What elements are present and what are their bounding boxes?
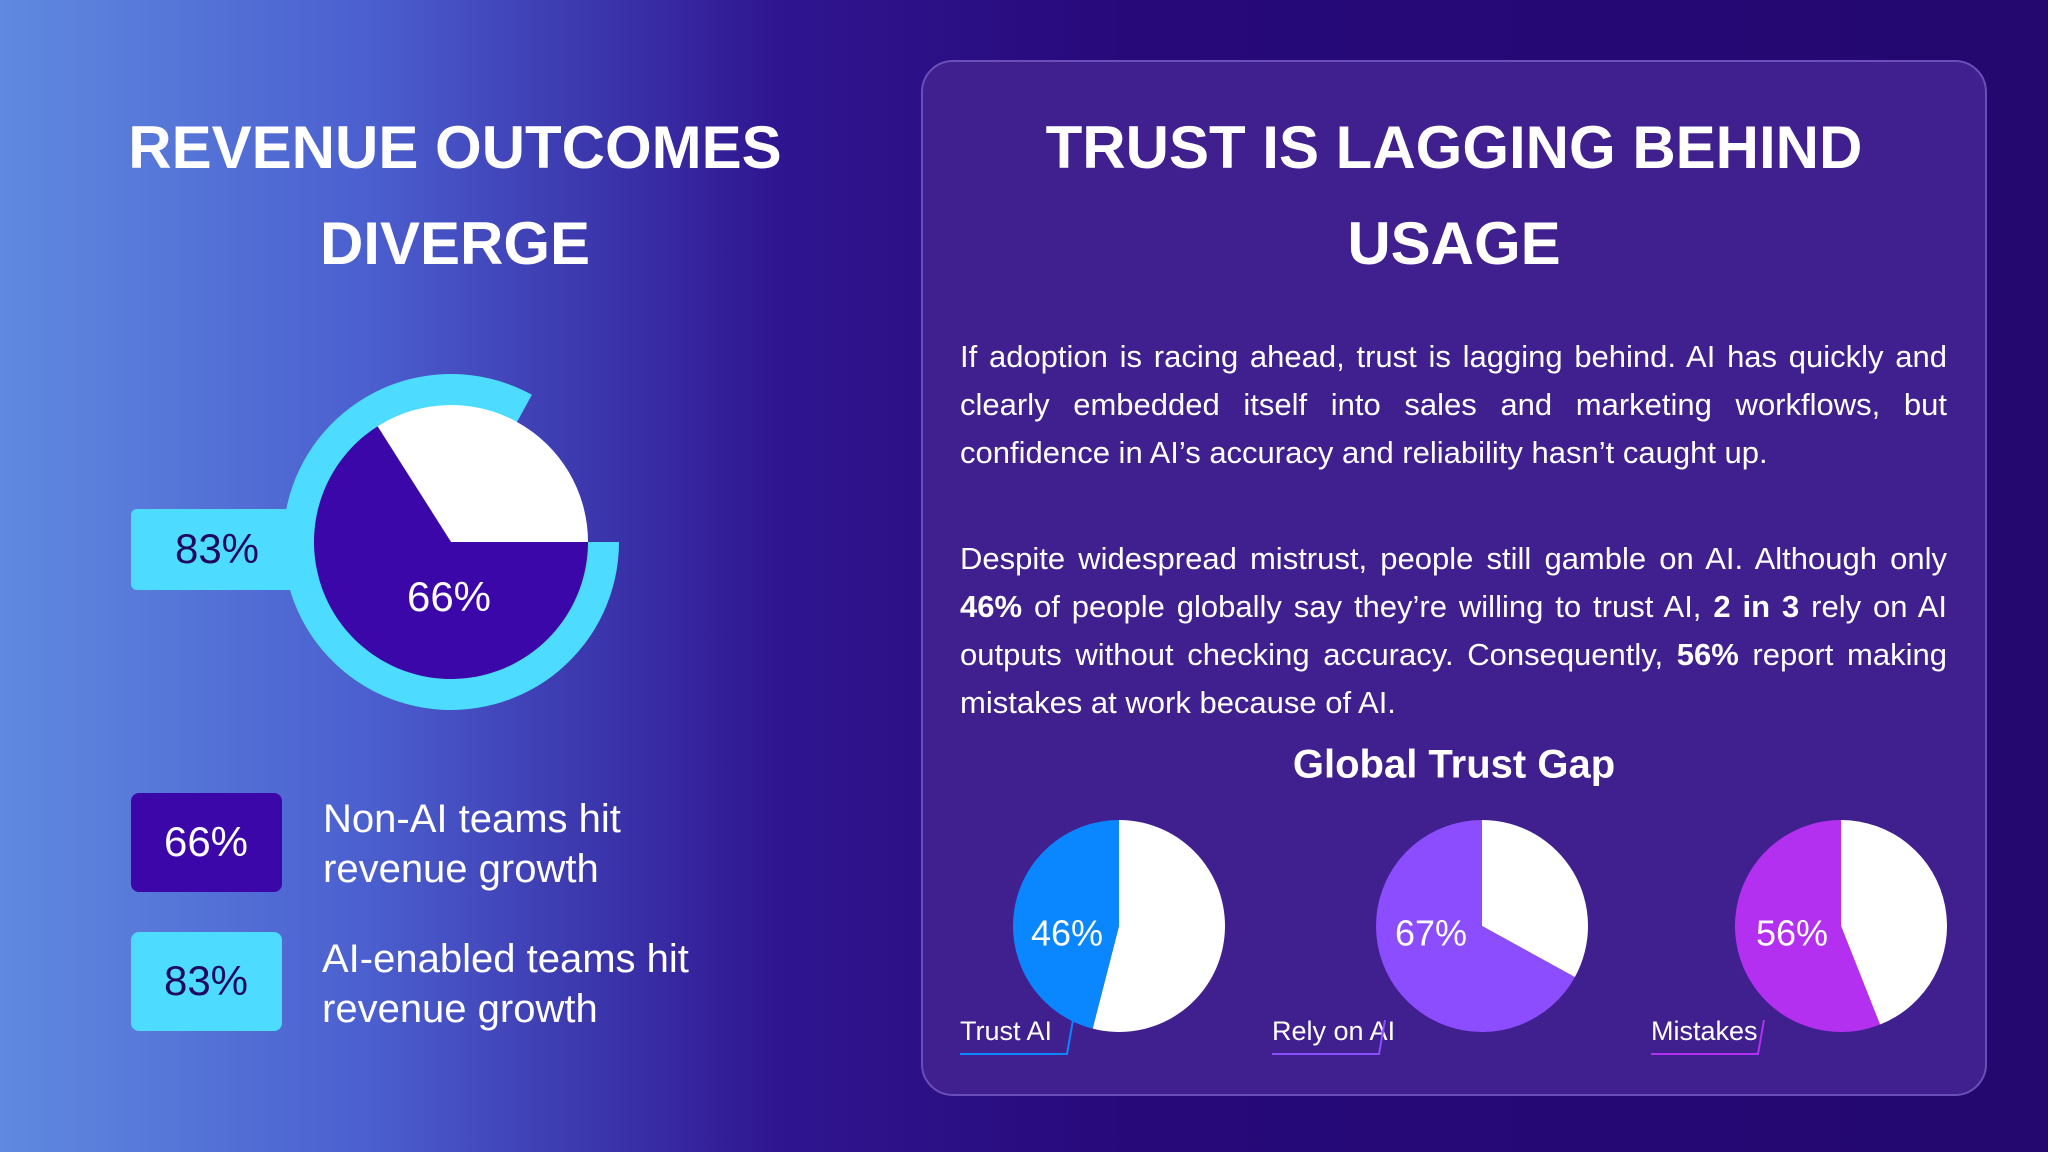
pie-rest (1482, 820, 1589, 978)
left-title: REVENUE OUTCOMES DIVERGE (128, 114, 782, 277)
callout (1651, 1019, 1765, 1055)
value-label: 56% (1756, 913, 1828, 954)
callout (1272, 1019, 1386, 1055)
chart-title: Global Trust Gap (1293, 743, 1615, 787)
value-label: 66% (407, 573, 491, 620)
legend-label: Non-AI teams hit revenue growth (323, 797, 621, 891)
text: If adoption is racing ahead, trust is la… (960, 339, 1947, 470)
callout (960, 1019, 1074, 1055)
legend-value: 83% (164, 957, 248, 1004)
text: report making mistakes at work because o… (960, 637, 1947, 720)
pie-rest (1841, 820, 1947, 1025)
pie-slice (1735, 820, 1881, 1032)
pie-slice (1376, 820, 1575, 1033)
text: Despite widespread mistrust, people stil… (960, 541, 1947, 576)
legend-label: AI-enabled teams hit revenue growth (322, 937, 689, 1031)
value-label: 67% (1395, 913, 1467, 954)
pie-rest (377, 405, 588, 542)
legend-box (131, 932, 282, 1031)
value-label: 46% (1031, 913, 1103, 954)
label-box (131, 509, 321, 590)
legend-box (131, 793, 282, 892)
text: rely on AI outputs without checking accu… (960, 589, 1947, 672)
highlight: 46% (960, 589, 1023, 624)
paragraph: If adoption is racing ahead, trust is la… (960, 333, 1947, 477)
right-title: TRUST IS LAGGING BEHIND USAGE (1045, 114, 1863, 277)
legend-value: 66% (164, 818, 248, 865)
paragraph: Despite widespread mistrust, people stil… (960, 535, 1947, 727)
pie-slice (313, 426, 588, 679)
pie-rest (1092, 820, 1226, 1032)
value-label: 83% (175, 525, 259, 572)
highlight: 2 in 3 (1713, 589, 1800, 624)
pie-label: Rely on AI (1272, 1016, 1395, 1046)
pie-slice (1013, 819, 1119, 1029)
pie-label: Trust AI (960, 1016, 1052, 1046)
highlight: 56% (1676, 637, 1739, 672)
text: of people globally say they’re willing t… (1022, 589, 1714, 624)
pie-label: Mistakes (1651, 1016, 1758, 1046)
